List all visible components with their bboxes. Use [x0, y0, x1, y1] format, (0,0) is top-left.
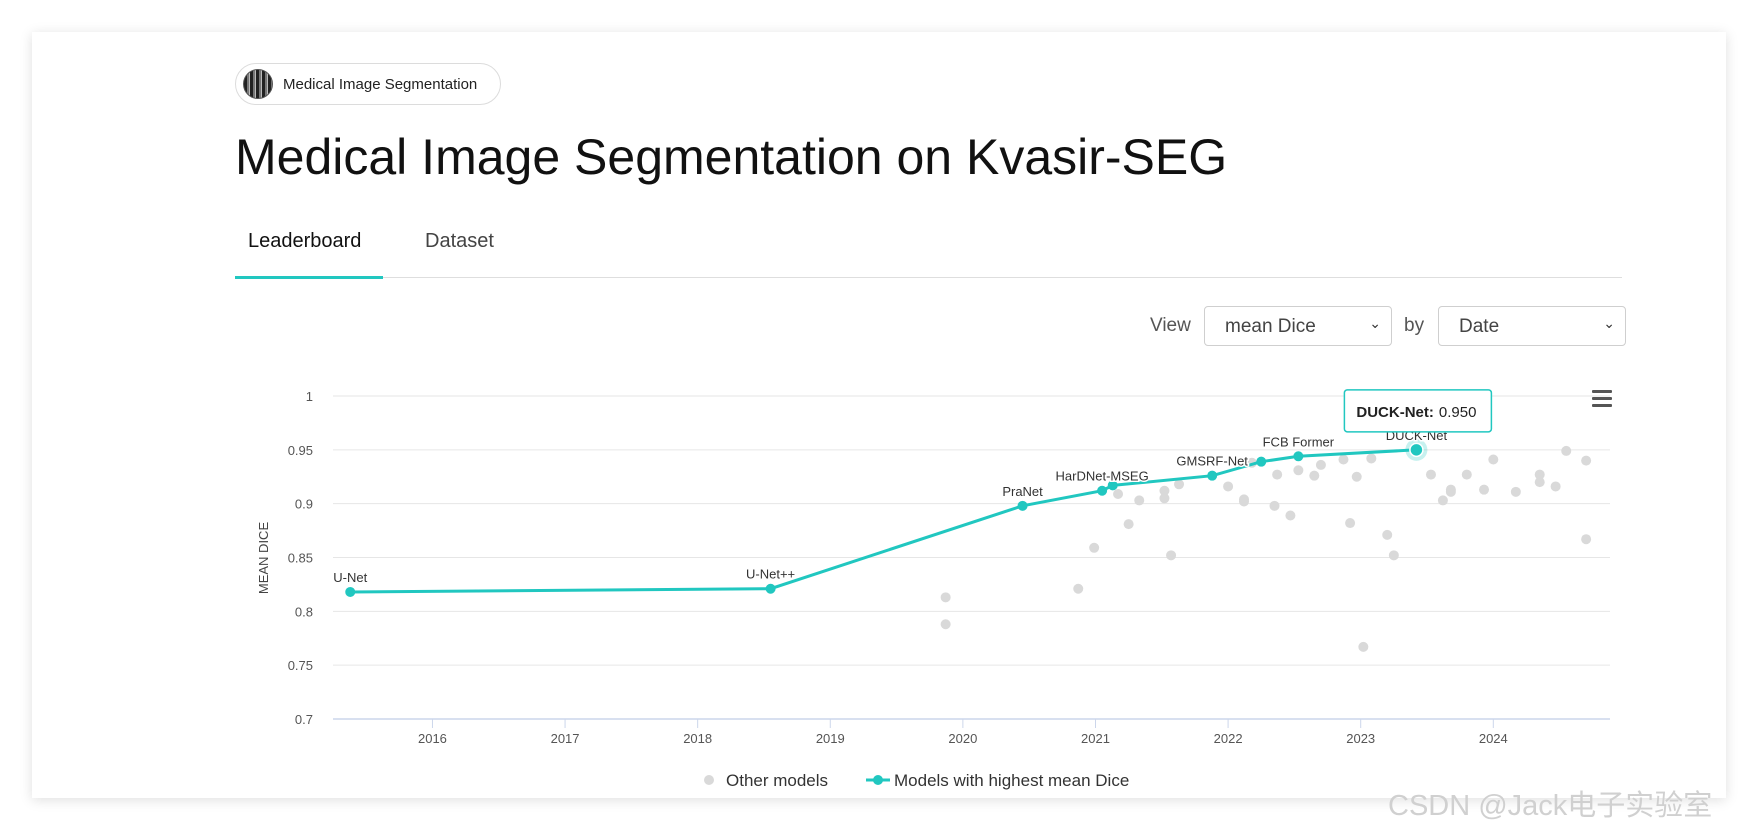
- model-label: PraNet: [1002, 484, 1043, 499]
- other-model-point[interactable]: [1089, 542, 1100, 553]
- best-model-point[interactable]: [1107, 480, 1118, 491]
- active-tab-indicator: [235, 276, 383, 279]
- best-model-point[interactable]: [1207, 470, 1218, 481]
- other-model-point[interactable]: [1285, 510, 1296, 521]
- other-model-point[interactable]: [1123, 519, 1134, 530]
- best-model-point[interactable]: [1097, 485, 1108, 496]
- watermark-text: CSDN @Jack电子实验室: [1388, 790, 1713, 822]
- other-model-point[interactable]: [1315, 459, 1326, 470]
- other-model-point[interactable]: [1425, 469, 1436, 480]
- other-model-point[interactable]: [1309, 470, 1320, 481]
- other-model-point[interactable]: [940, 619, 951, 630]
- x-tick-label: 2021: [1081, 731, 1110, 746]
- x-tick-label: 2023: [1346, 731, 1375, 746]
- legend-best-marker: [873, 775, 883, 785]
- other-model-point[interactable]: [1134, 495, 1145, 506]
- model-label: U-Net++: [746, 567, 795, 582]
- tab-leaderboard[interactable]: Leaderboard: [248, 230, 362, 252]
- model-label: U-Net: [333, 570, 367, 585]
- other-model-point[interactable]: [1382, 529, 1393, 540]
- other-model-point[interactable]: [1534, 477, 1545, 488]
- y-tick-label: 0.95: [288, 443, 313, 458]
- view-label: View: [1150, 315, 1191, 336]
- x-tick-label: 2017: [551, 731, 580, 746]
- other-model-point[interactable]: [1488, 454, 1499, 465]
- other-model-point[interactable]: [1159, 485, 1170, 496]
- other-model-point[interactable]: [1561, 445, 1572, 456]
- other-model-point[interactable]: [1269, 500, 1280, 511]
- other-model-point[interactable]: [1510, 486, 1521, 497]
- x-tick-label: 2020: [948, 731, 977, 746]
- model-label: HarDNet-MSEG: [1056, 469, 1149, 484]
- by-label: by: [1404, 315, 1425, 336]
- chart-menu-icon[interactable]: [1592, 390, 1612, 407]
- model-label: GMSRF-Net: [1176, 454, 1248, 469]
- other-model-point[interactable]: [1073, 583, 1084, 594]
- order-select-value: Date: [1459, 316, 1500, 337]
- other-model-point[interactable]: [1223, 481, 1234, 492]
- other-model-point[interactable]: [1159, 493, 1170, 504]
- y-tick-label: 0.8: [295, 604, 313, 619]
- tooltip-text: DUCK-Net: 0.950: [1356, 404, 1476, 421]
- other-model-point[interactable]: [1550, 481, 1561, 492]
- legend-best-label[interactable]: Models with highest mean Dice: [894, 771, 1129, 790]
- other-model-point[interactable]: [1272, 469, 1283, 480]
- best-model-point[interactable]: [765, 583, 776, 594]
- x-tick-label: 2022: [1214, 731, 1243, 746]
- y-tick-label: 0.9: [295, 497, 313, 512]
- x-tick-label: 2019: [816, 731, 845, 746]
- other-model-point[interactable]: [1358, 641, 1369, 652]
- order-select[interactable]: Date ⌄: [1438, 306, 1626, 346]
- best-model-point[interactable]: [1256, 456, 1267, 467]
- other-model-point[interactable]: [1581, 534, 1592, 545]
- chevron-down-icon: ⌄: [1369, 315, 1381, 331]
- model-label: FCB Former: [1263, 434, 1335, 449]
- y-tick-label: 0.85: [288, 551, 313, 566]
- x-tick-label: 2018: [683, 731, 712, 746]
- chevron-down-icon: ⌄: [1603, 315, 1615, 331]
- other-model-point[interactable]: [1366, 453, 1377, 464]
- other-model-point[interactable]: [1351, 471, 1362, 482]
- other-model-point[interactable]: [1534, 469, 1545, 480]
- task-badge[interactable]: Medical Image Segmentation: [235, 63, 501, 105]
- best-model-point[interactable]: [1293, 451, 1304, 462]
- other-model-point[interactable]: [1388, 550, 1399, 561]
- other-model-point[interactable]: [1345, 518, 1356, 529]
- other-model-point[interactable]: [1166, 550, 1177, 561]
- other-model-point[interactable]: [1461, 469, 1472, 480]
- legend-other-label[interactable]: Other models: [726, 771, 828, 790]
- y-tick-label: 1: [306, 389, 313, 404]
- other-model-point[interactable]: [1239, 496, 1250, 507]
- other-model-point[interactable]: [1174, 479, 1185, 490]
- other-model-point[interactable]: [1293, 465, 1304, 476]
- x-tick-label: 2024: [1479, 731, 1508, 746]
- y-axis-label: MEAN DICE: [256, 522, 271, 595]
- tooltip-model: DUCK-Net:: [1356, 404, 1434, 421]
- best-model-point[interactable]: [1409, 442, 1424, 458]
- tab-dataset[interactable]: Dataset: [425, 230, 494, 252]
- tooltip-value: 0.950: [1439, 404, 1477, 421]
- task-thumbnail: [243, 69, 273, 99]
- other-model-point[interactable]: [1581, 455, 1592, 466]
- task-badge-label: Medical Image Segmentation: [283, 75, 478, 93]
- metric-select-value: mean Dice: [1225, 316, 1316, 337]
- page-title: Medical Image Segmentation on Kvasir-SEG: [235, 129, 1228, 185]
- x-tick-label: 2016: [418, 731, 447, 746]
- legend-other-marker: [704, 775, 714, 785]
- other-model-point[interactable]: [940, 592, 951, 603]
- best-model-point[interactable]: [1017, 500, 1028, 511]
- y-tick-label: 0.75: [288, 658, 313, 673]
- other-model-point[interactable]: [1113, 488, 1124, 499]
- y-tick-label: 0.7: [295, 712, 313, 727]
- other-model-point[interactable]: [1437, 495, 1448, 506]
- other-model-point[interactable]: [1479, 484, 1490, 495]
- best-model-point[interactable]: [345, 586, 356, 597]
- other-model-point[interactable]: [1338, 454, 1349, 465]
- best-models-line: [350, 448, 1417, 594]
- metric-select[interactable]: mean Dice ⌄: [1204, 306, 1392, 346]
- other-model-point[interactable]: [1445, 484, 1456, 495]
- tooltip-box: [1343, 389, 1493, 433]
- tab-bar: Leaderboard Dataset: [235, 220, 1622, 279]
